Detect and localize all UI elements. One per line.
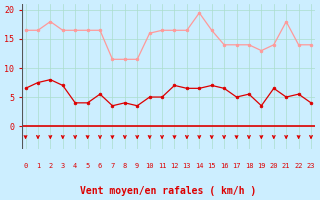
X-axis label: Vent moyen/en rafales ( km/h ): Vent moyen/en rafales ( km/h )	[80, 186, 256, 196]
